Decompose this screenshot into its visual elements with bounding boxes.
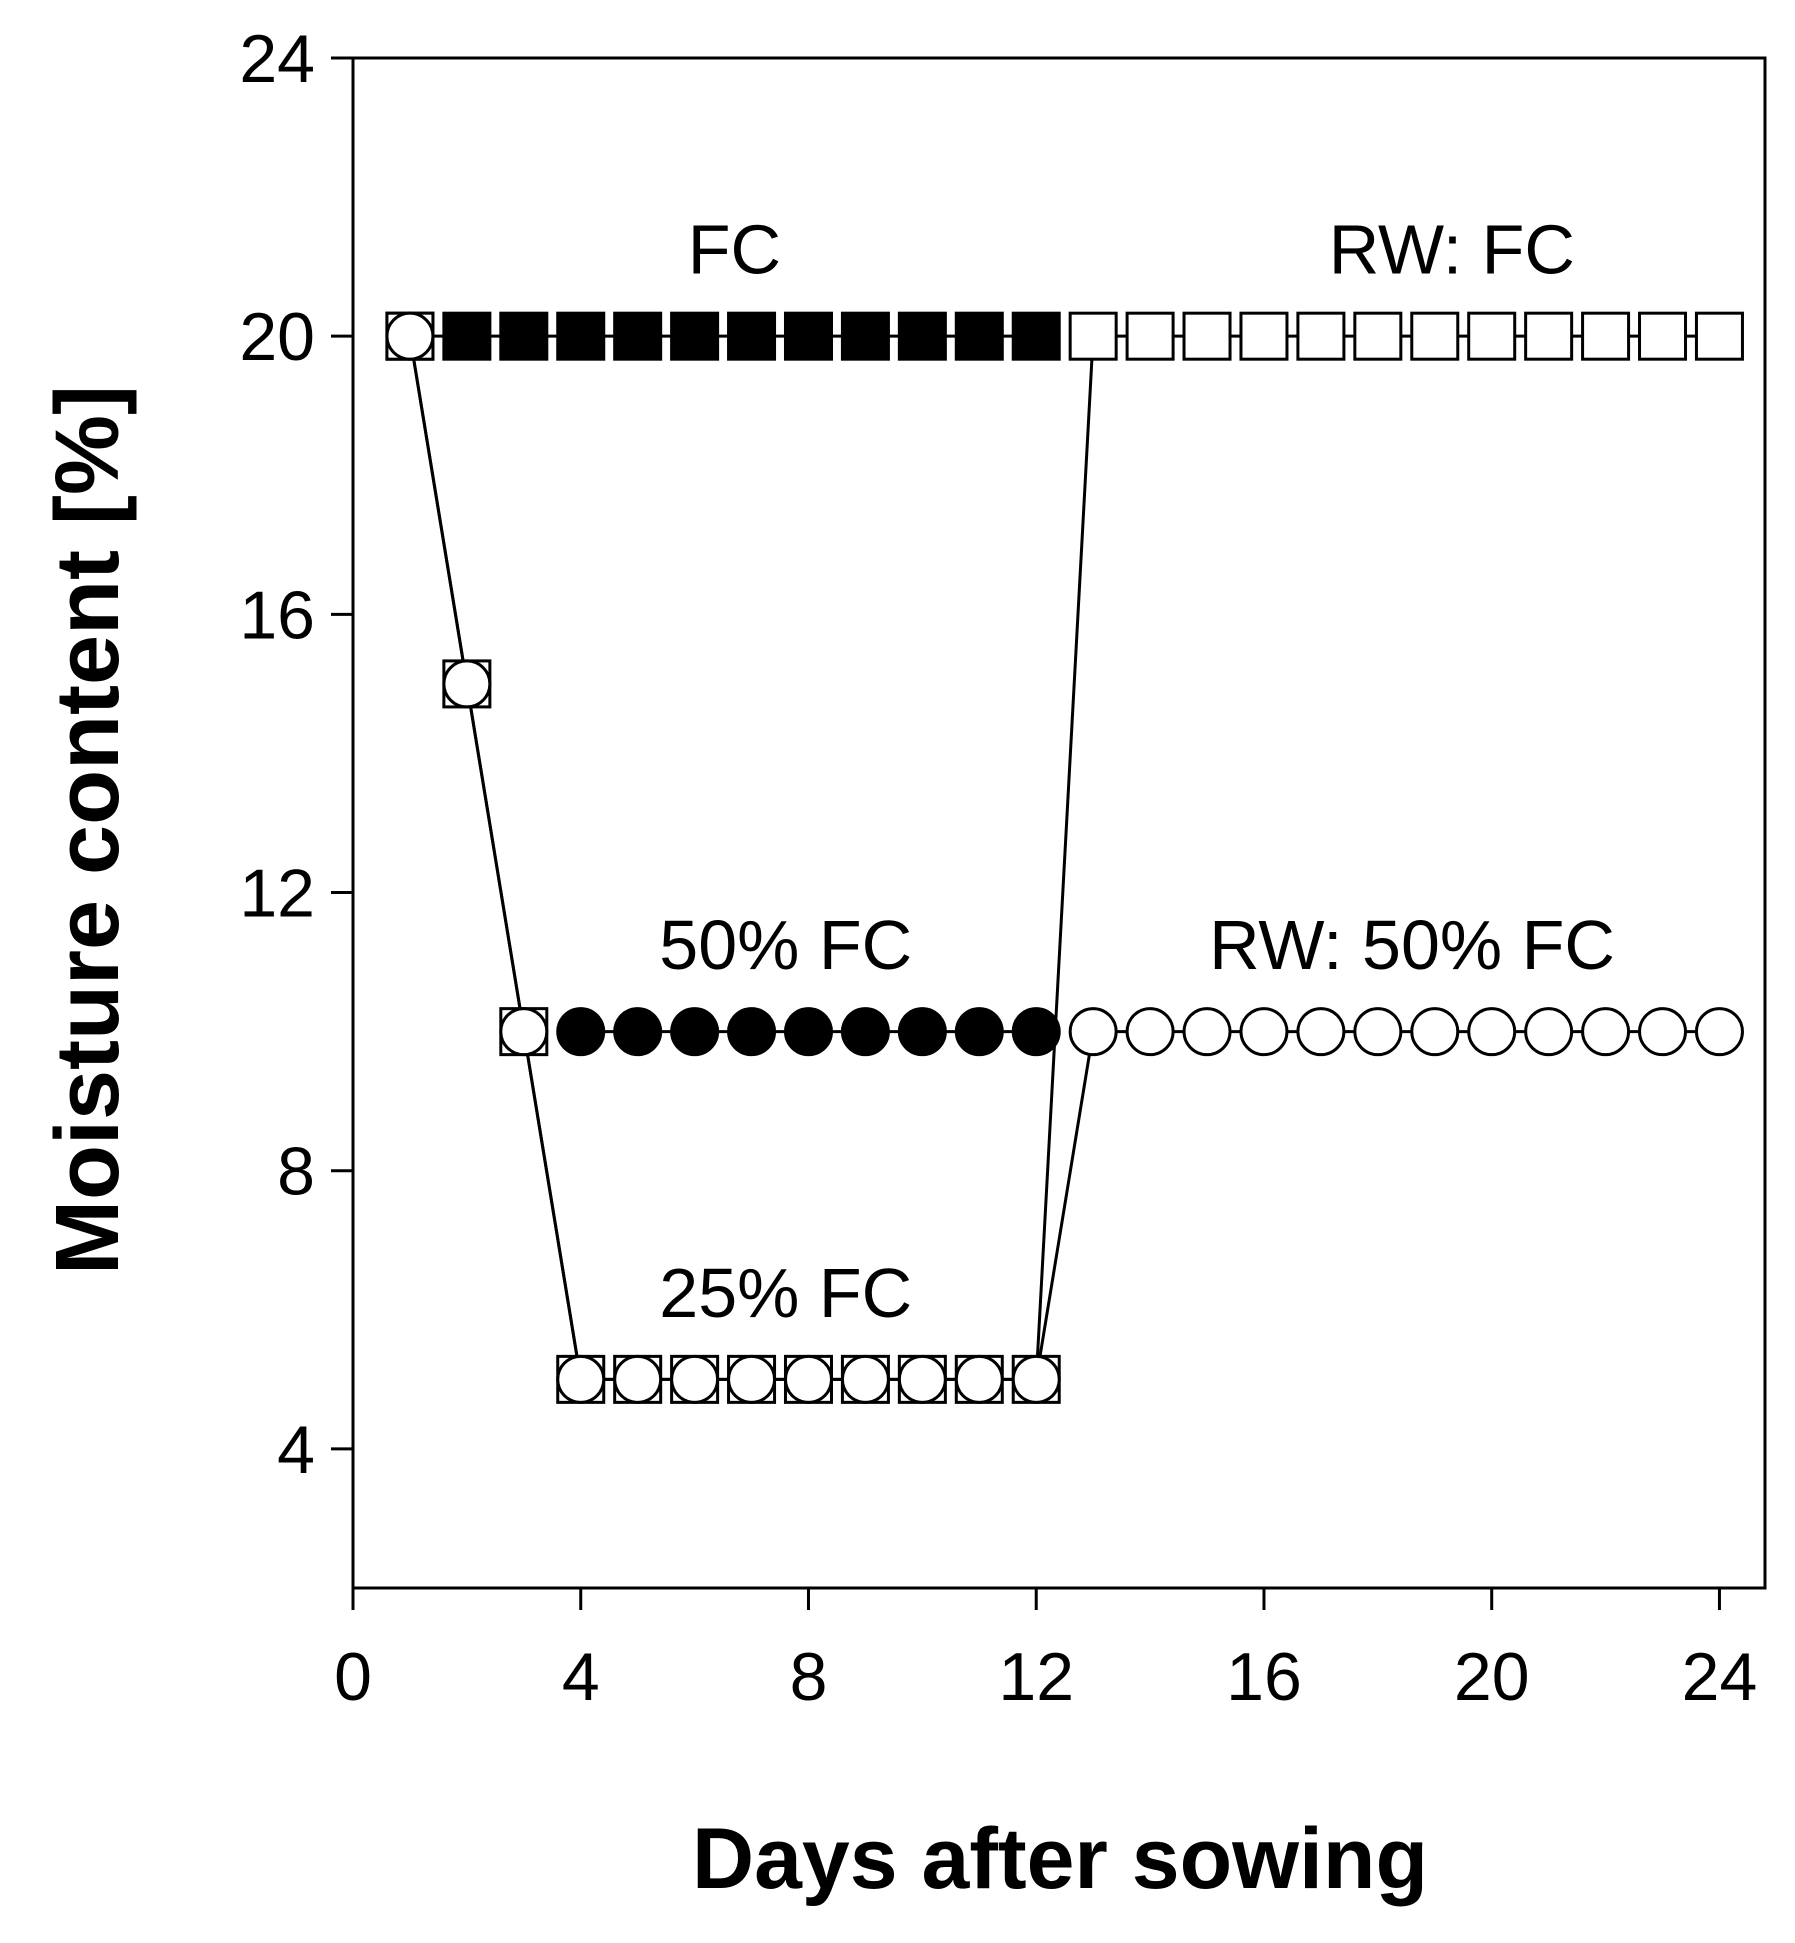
circle-marker <box>727 1007 777 1057</box>
square-marker <box>1125 311 1175 361</box>
square-marker <box>1296 311 1346 361</box>
circle-marker <box>613 1007 663 1057</box>
x-tick-label: 16 <box>1226 1639 1302 1715</box>
series-line <box>408 335 1037 1381</box>
circle-marker <box>1694 1007 1744 1057</box>
circle-marker <box>727 1354 777 1404</box>
circle-marker <box>1011 1354 1061 1404</box>
square-marker <box>840 311 890 361</box>
x-tick-label: 24 <box>1682 1639 1758 1715</box>
series-markers <box>1068 1007 1744 1057</box>
series-annotation: RW: 50% FC <box>1209 906 1615 984</box>
series-annotation: RW: FC <box>1329 211 1575 289</box>
x-tick-label: 12 <box>998 1639 1074 1715</box>
circle-marker <box>1410 1007 1460 1057</box>
square-marker <box>1638 311 1688 361</box>
circle-marker <box>783 1007 833 1057</box>
square-marker <box>727 311 777 361</box>
circle-marker <box>954 1007 1004 1057</box>
series-line <box>1034 334 1720 1380</box>
series-markers <box>556 1007 1061 1057</box>
square-marker <box>1694 311 1744 361</box>
series-markers <box>385 311 1061 1404</box>
series-line <box>1034 1030 1720 1380</box>
series-annotation: 25% FC <box>659 1254 912 1332</box>
square-marker <box>954 311 1004 361</box>
circle-marker <box>897 1007 947 1057</box>
circle-marker <box>1239 1007 1289 1057</box>
series-annotation: 50% FC <box>659 906 912 984</box>
square-marker <box>613 311 663 361</box>
series-markers <box>1068 311 1744 361</box>
circle-marker <box>670 1007 720 1057</box>
circle-marker <box>1638 1007 1688 1057</box>
circle-marker <box>840 1007 890 1057</box>
circle-marker <box>954 1354 1004 1404</box>
y-axis: 4 8 12 16 20 24 <box>239 21 353 1488</box>
circle-marker <box>1296 1007 1346 1057</box>
series-line <box>408 335 1037 1381</box>
y-tick-label: 4 <box>277 1412 315 1488</box>
square-marker <box>783 311 833 361</box>
square-marker <box>1581 311 1631 361</box>
square-marker <box>1068 311 1118 361</box>
circle-marker <box>783 1354 833 1404</box>
circle-marker <box>897 1354 947 1404</box>
series-layer <box>385 311 1744 1404</box>
square-marker <box>1239 311 1289 361</box>
square-marker <box>1182 311 1232 361</box>
circle-marker <box>1524 1007 1574 1057</box>
circle-marker <box>1068 1007 1118 1057</box>
square-marker <box>1410 311 1460 361</box>
plot-frame <box>351 56 1767 1590</box>
x-axis-title: Days after sowing <box>692 1811 1428 1907</box>
y-tick-label: 12 <box>239 856 315 932</box>
circle-marker <box>1467 1007 1517 1057</box>
circle-marker <box>442 659 492 709</box>
square-marker <box>556 311 606 361</box>
y-tick-label: 24 <box>239 21 315 97</box>
y-tick-label: 20 <box>239 299 315 375</box>
circle-marker <box>556 1354 606 1404</box>
circle-marker <box>670 1354 720 1404</box>
x-tick-label: 4 <box>562 1639 600 1715</box>
x-tick-label: 20 <box>1454 1639 1530 1715</box>
circle-marker <box>556 1007 606 1057</box>
series-annotation: FC <box>688 211 781 289</box>
circle-marker <box>1182 1007 1232 1057</box>
square-marker <box>499 311 549 361</box>
y-tick-label: 8 <box>277 1134 315 1210</box>
square-marker <box>1467 311 1517 361</box>
circle-marker <box>1581 1007 1631 1057</box>
circle-marker <box>1011 1007 1061 1057</box>
x-tick-label: 0 <box>334 1639 372 1715</box>
annotation-layer: FC RW: FC 50% FC RW: 50% FC 25% FC <box>659 211 1615 1332</box>
circle-marker <box>1353 1007 1403 1057</box>
circle-marker <box>499 1007 549 1057</box>
square-marker <box>442 311 492 361</box>
series-markers <box>385 311 1061 1404</box>
square-marker <box>1353 311 1403 361</box>
y-axis-title: Moisture content [%] <box>38 385 138 1275</box>
square-marker <box>897 311 947 361</box>
x-tick-label: 8 <box>790 1639 828 1715</box>
y-tick-label: 16 <box>239 577 315 653</box>
circle-marker <box>613 1354 663 1404</box>
x-axis: 0 4 8 12 16 20 24 <box>334 1588 1757 1715</box>
circle-marker <box>385 311 435 361</box>
circle-marker <box>1125 1007 1175 1057</box>
square-marker <box>670 311 720 361</box>
circle-marker <box>840 1354 890 1404</box>
square-marker <box>1524 311 1574 361</box>
square-marker <box>1011 311 1061 361</box>
